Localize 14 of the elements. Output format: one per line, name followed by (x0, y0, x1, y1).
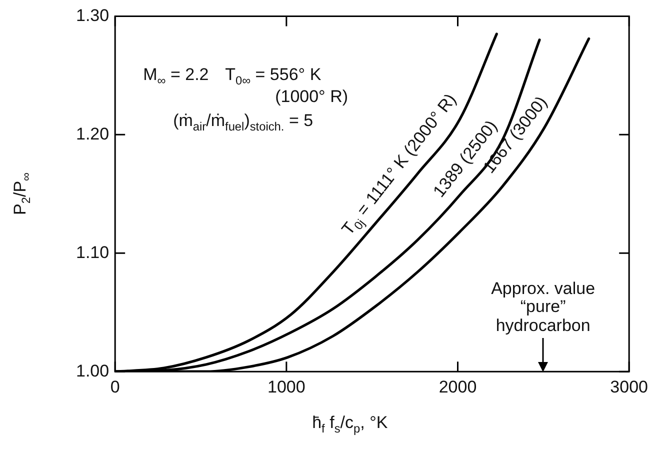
x-tick-label: 3000 (610, 377, 648, 396)
annotation: (ṁ$_{air}$/ṁ$_{fuel}$)$_{stoich.}$ = 5 (173, 111, 314, 134)
x-tick-label: 0 (110, 377, 120, 396)
y-tick-label: 1.10 (76, 242, 110, 262)
y-tick-label: 1.30 (76, 6, 110, 25)
annotation: Approx. value “pure” hydrocarbon (490, 278, 596, 336)
annotation: T$_{0∞}$ = 556° K (225, 65, 322, 88)
x-tick-label: 2000 (438, 377, 477, 396)
y-tick-label: 1.00 (76, 361, 110, 380)
x-tick-label: 1000 (268, 377, 306, 396)
annotation: (1000° R) (275, 87, 348, 107)
x-axis-title: h̄$_{f}$ f$_{s}$/c$_{p}$, °K (312, 412, 388, 436)
y-tick-label: 1.20 (76, 124, 110, 144)
annotation: M$_{∞}$ = 2.2 (143, 65, 209, 88)
